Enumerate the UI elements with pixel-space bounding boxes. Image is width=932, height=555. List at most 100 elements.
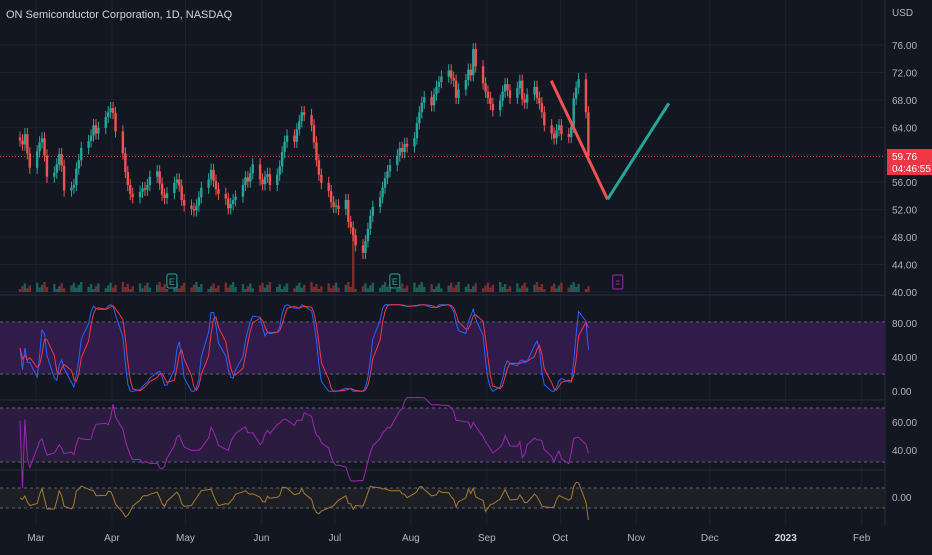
price-axis-label: 48.00	[892, 233, 917, 244]
volume-bar	[280, 289, 284, 292]
candles	[18, 42, 590, 260]
stochastic-axis-label: 0.00	[892, 387, 912, 398]
candle-body	[97, 128, 100, 134]
volume-bar	[366, 288, 370, 292]
candle-body	[467, 69, 470, 80]
candle-body	[420, 102, 423, 113]
volume-bar	[163, 284, 166, 292]
candle-body	[317, 160, 321, 175]
candle-body	[55, 164, 58, 173]
volume-bar	[268, 282, 272, 292]
candle-body	[224, 193, 227, 199]
candle-body	[173, 182, 176, 194]
candle-body	[523, 99, 526, 103]
volume-bar	[396, 289, 399, 292]
candle-body	[124, 153, 127, 172]
candle-body	[21, 140, 24, 145]
candle-body	[131, 193, 134, 198]
candle-body	[195, 205, 198, 211]
candle-body	[447, 70, 450, 77]
candle-body	[214, 180, 218, 190]
volume-bar	[62, 288, 66, 292]
candle-body	[516, 88, 519, 98]
candle-body	[126, 171, 129, 185]
volume-bar	[258, 285, 262, 292]
candle-body	[77, 160, 80, 169]
volume-bar	[567, 287, 570, 292]
candle-body	[435, 86, 438, 95]
volume-bar	[182, 282, 186, 292]
volume-bar	[229, 284, 232, 292]
oscillator-axis-label: 0.00	[892, 493, 912, 504]
candle-body	[587, 112, 590, 157]
volume-bar	[491, 284, 495, 292]
candle-body	[386, 171, 389, 179]
volume-bar	[72, 282, 76, 292]
volume-bar	[23, 283, 27, 292]
candle-body	[405, 143, 409, 147]
volume-bar	[300, 287, 303, 292]
volume-bar	[87, 286, 90, 292]
candle-body	[197, 197, 201, 206]
candle-body	[87, 141, 90, 148]
candle-body	[263, 176, 267, 185]
candle-body	[278, 166, 281, 175]
volume-bar	[197, 286, 201, 292]
projection-path	[549, 80, 671, 201]
volume-bar	[525, 287, 529, 292]
dividend-badge[interactable]	[612, 274, 624, 290]
stochastic-band	[0, 322, 885, 374]
candle-body	[295, 129, 299, 142]
candle-body	[200, 187, 203, 198]
candle-body	[38, 142, 41, 152]
time-axis-label: Oct	[553, 533, 569, 544]
earnings-badge[interactable]: E	[389, 273, 401, 289]
volume-bar	[533, 284, 536, 292]
volume-bar	[401, 283, 404, 292]
chart-title: ON Semiconductor Corporation, 1D, NASDAQ	[6, 9, 233, 21]
candle-body	[43, 138, 46, 156]
candle-body	[535, 86, 539, 98]
volume-bar	[337, 287, 340, 292]
volume-bar	[535, 282, 539, 292]
candle-body	[227, 198, 230, 209]
candle-body	[217, 189, 220, 194]
volume-bar	[227, 287, 230, 292]
candle-body	[146, 184, 149, 190]
candle-body	[241, 184, 245, 197]
candle-body	[474, 49, 477, 67]
candle-body	[261, 179, 264, 185]
candle-body	[190, 205, 193, 209]
candle-body	[249, 173, 252, 182]
volume-bar	[381, 284, 384, 292]
volume-bar	[543, 289, 546, 292]
volume-bar	[361, 286, 365, 292]
volume-bar	[481, 288, 485, 292]
candle-body	[178, 179, 181, 186]
candle-body	[246, 177, 250, 182]
candle-body	[26, 134, 29, 154]
volume-bar	[28, 285, 31, 292]
candle-body	[327, 182, 330, 192]
earnings-badge-letter: E	[169, 277, 175, 287]
candle-body	[53, 172, 56, 177]
candle-body	[401, 147, 404, 153]
volume-bar	[516, 283, 519, 292]
candle-body	[280, 152, 284, 167]
price-axis-label: 68.00	[892, 96, 917, 107]
candle-body	[72, 184, 76, 188]
candle-body	[160, 183, 164, 195]
dividend-badge-frame	[612, 274, 624, 290]
volume-bar	[584, 289, 588, 292]
candle-body	[266, 173, 269, 177]
time-axis-label: May	[176, 533, 195, 544]
earnings-badge[interactable]: E	[166, 273, 178, 289]
volume-bar	[398, 286, 401, 292]
candle-body	[258, 164, 262, 180]
volume-bar	[574, 286, 578, 292]
candle-body	[89, 135, 93, 142]
stochastic-axis-label: 80.00	[892, 319, 917, 330]
